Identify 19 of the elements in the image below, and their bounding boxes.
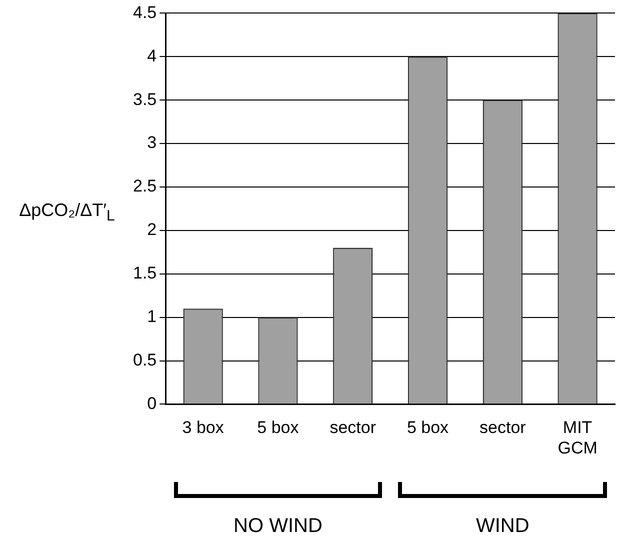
- x-tick-label: sector: [480, 418, 526, 438]
- y-tick-label: 3: [147, 133, 157, 152]
- y-tick-label: 3.5: [132, 90, 157, 109]
- y-axis-title: ΔpCO₂/ΔT′$_{L}$: [18, 200, 116, 225]
- y-tick-label: 4.5: [132, 2, 157, 22]
- y-tick-label: 1: [147, 307, 157, 326]
- x-tick-label: sector: [330, 418, 376, 438]
- y-tick-label: 2.5: [132, 176, 157, 196]
- x-tick-label: 5 box: [257, 418, 300, 438]
- text: NO WIND: [232, 515, 324, 538]
- y-tick-label: 0: [147, 394, 157, 413]
- y-tick-label: 0.5: [132, 350, 157, 370]
- x-tick-label: MIT GCM: [558, 418, 598, 458]
- x-tick-label: 3 box: [182, 418, 224, 438]
- text: WIND: [474, 515, 530, 538]
- y-tick-label: 1.5: [132, 264, 157, 283]
- y-tick-label: 2: [147, 220, 157, 240]
- x-tick-label: 5 box: [406, 418, 450, 438]
- y-tick-label: 4: [147, 46, 157, 66]
